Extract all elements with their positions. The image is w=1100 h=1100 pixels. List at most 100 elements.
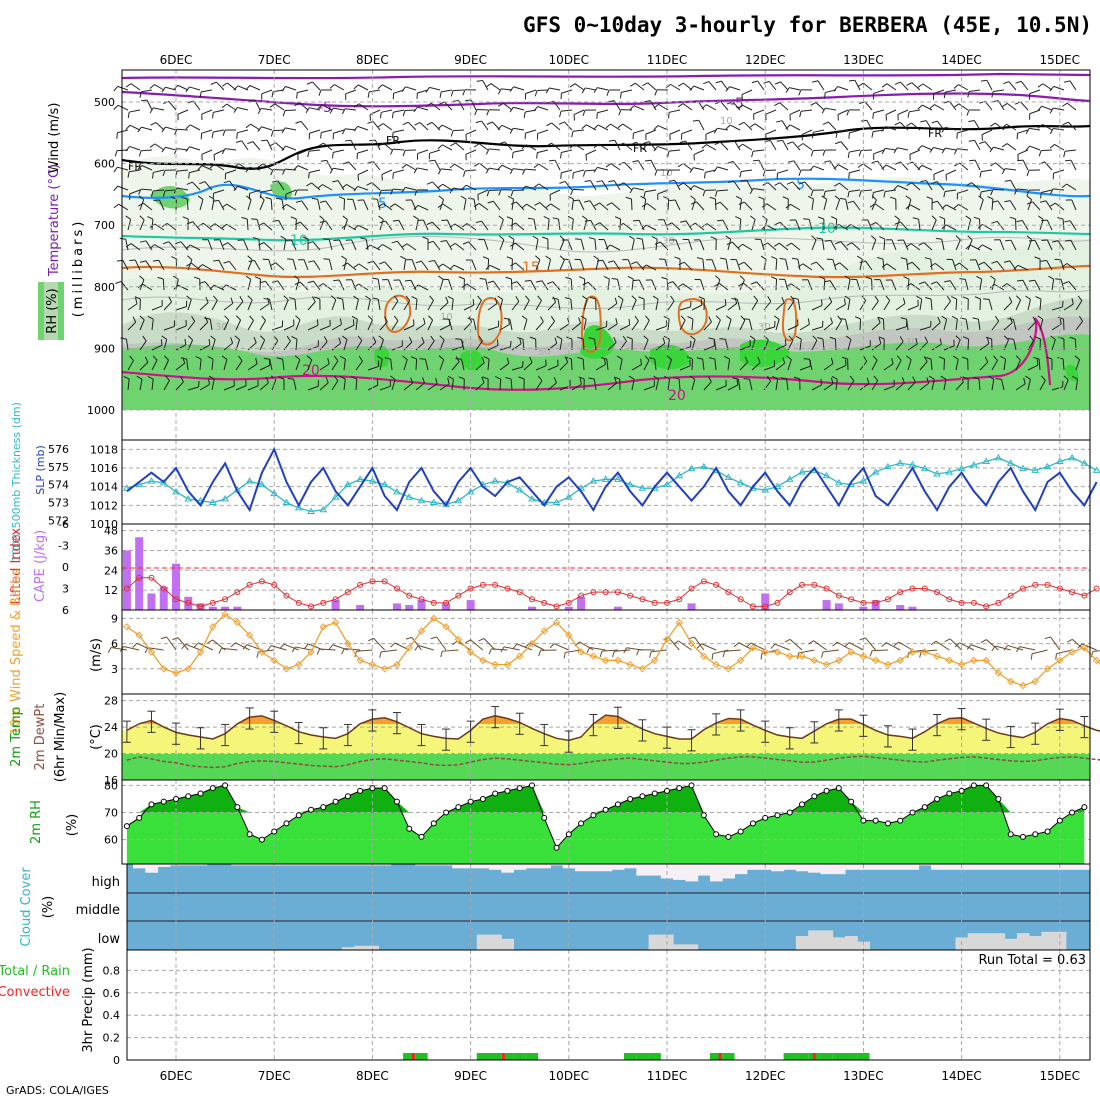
- surface-wind-barbs: [107, 636, 1100, 660]
- upper-wind-barb: [869, 203, 885, 211]
- upper-wind-barb: [669, 239, 681, 251]
- upper-air-panel: -5 -5 FR FR FR FR 5 5 10 10 15 20 20 10 …: [87, 69, 1091, 441]
- upper-wind-barb: [139, 215, 145, 231]
- cloud-low-bar: [341, 947, 355, 950]
- upper-wind-barb: [981, 129, 993, 141]
- upper-wind-barb: [295, 315, 301, 331]
- surface-wind-barb: [218, 647, 238, 654]
- rh-marker: [848, 798, 855, 805]
- cape-bar: [184, 596, 193, 610]
- upper-wind-barb: [973, 377, 981, 391]
- cloud-high-bar: [722, 864, 736, 879]
- wind-marker: [528, 639, 536, 648]
- svg-text:-5: -5: [730, 96, 744, 112]
- upper-wind-barb: [257, 126, 273, 132]
- upper-wind-barb: [428, 159, 441, 171]
- upper-wind-barb: [1035, 296, 1042, 311]
- upper-wind-barb: [775, 296, 785, 311]
- upper-wind-barb: [622, 259, 633, 271]
- thickness-marker: [933, 469, 941, 477]
- cloud-high-bar: [255, 864, 269, 866]
- upper-wind-barb: [895, 297, 906, 311]
- thickness-marker: [699, 462, 708, 470]
- upper-wind-barb: [379, 316, 388, 331]
- cloud-high-bar: [157, 864, 171, 867]
- top-date-label: 11DEC: [647, 53, 687, 67]
- upper-wind-barb: [632, 160, 645, 171]
- upper-wind-barb: [139, 356, 149, 371]
- surface-wind-barb: [1003, 644, 1024, 651]
- upper-wind-barb: [929, 262, 945, 271]
- upper-wind-barb: [479, 277, 489, 291]
- wind-marker: [1080, 644, 1089, 652]
- wind-marker: [565, 631, 573, 639]
- upper-wind-barb: [1072, 375, 1079, 391]
- svg-text:3hr Precip (mm): 3hr Precip (mm): [81, 947, 96, 1052]
- upper-wind-barb: [974, 296, 981, 311]
- upper-wind-barb: [807, 195, 815, 211]
- rh-tick: 70: [104, 807, 118, 820]
- upper-wind-barb: [897, 239, 909, 251]
- thickness-marker: [159, 478, 168, 486]
- upper-wind-barb: [953, 148, 969, 155]
- wind-marker: [380, 665, 389, 673]
- upper-wind-barb: [834, 195, 841, 211]
- upper-wind-barb: [961, 356, 969, 371]
- upper-wind-barb: [331, 375, 339, 391]
- upper-wind-barb: [113, 185, 129, 192]
- upper-wind-barb: [823, 189, 837, 198]
- upper-wind-barb: [848, 129, 861, 139]
- upper-wind-barb: [477, 189, 489, 201]
- upper-wind-barb: [951, 315, 958, 331]
- upper-wind-barb: [1061, 263, 1077, 271]
- wind-marker: [1019, 681, 1027, 690]
- thickness-marker: [172, 487, 180, 495]
- upper-wind-barb: [871, 337, 882, 351]
- surface-wind-barb: [1044, 636, 1061, 651]
- cloud-high-bar: [611, 864, 625, 870]
- upper-wind-barb: [261, 89, 273, 100]
- upper-wind-barb: [173, 148, 189, 155]
- upper-wind-barb: [966, 182, 981, 191]
- upper-wind-barb: [162, 189, 177, 197]
- upper-wind-barb: [511, 281, 525, 291]
- upper-wind-barb: [437, 168, 453, 175]
- upper-wind-barb: [978, 195, 984, 211]
- wind-marker: [368, 660, 377, 669]
- upper-wind-barb: [330, 295, 337, 311]
- upper-wind-barb: [795, 335, 802, 351]
- upper-wind-barb: [272, 180, 285, 191]
- thickness-marker: [798, 468, 806, 475]
- thickness-marker: [687, 464, 696, 472]
- lifted-index-marker: [848, 596, 855, 603]
- wind-marker: [761, 648, 769, 656]
- upper-wind-barb: [881, 83, 897, 91]
- upper-wind-barb: [847, 200, 861, 211]
- upper-wind-barb: [585, 149, 597, 161]
- upper-wind-barb: [727, 297, 738, 311]
- upper-wind-barb: [1037, 123, 1053, 131]
- upper-wind-barb: [285, 239, 297, 251]
- upper-wind-barb: [834, 262, 849, 271]
- precip-total-bar: [722, 1053, 735, 1060]
- upper-wind-barb: [261, 139, 273, 151]
- upper-wind-barb: [872, 109, 885, 119]
- upper-wind-barb: [521, 203, 537, 211]
- wind-marker: [184, 665, 192, 673]
- rh-marker: [713, 831, 720, 838]
- upper-wind-barb: [213, 149, 225, 161]
- upper-wind-barb: [185, 86, 201, 93]
- upper-wind-barb: [341, 184, 357, 191]
- upper-wind-barb: [607, 260, 621, 271]
- wind-marker: [601, 656, 610, 665]
- upper-wind-barb: [776, 169, 789, 180]
- upper-wind-barb: [455, 338, 465, 351]
- cloud-high-bar: [317, 864, 330, 866]
- upper-wind-barb: [713, 282, 729, 291]
- upper-wind-barb: [871, 295, 879, 311]
- upper-wind-barb: [116, 129, 129, 139]
- wind-marker: [908, 648, 917, 656]
- upper-wind-barb: [893, 147, 909, 154]
- upper-wind-barb: [859, 295, 867, 311]
- upper-wind-barb: [613, 376, 621, 391]
